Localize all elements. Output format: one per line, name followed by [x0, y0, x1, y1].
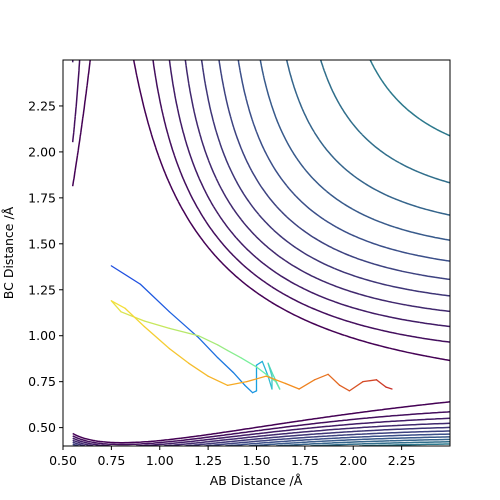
trajectory-segment — [251, 390, 258, 394]
contour-level — [71, 60, 450, 446]
contour-level — [71, 60, 450, 444]
contour-level — [310, 60, 450, 446]
trajectory-segment — [267, 362, 273, 374]
y-tick-label: 0.75 — [28, 374, 56, 389]
trajectory-segment — [244, 384, 254, 394]
y-axis: 0.50 0.75 1.00 1.25 1.50 1.75 2.00 2.25 — [28, 98, 63, 435]
trajectory-segment — [226, 381, 248, 386]
trajectory-segment — [226, 349, 242, 359]
trajectory-segment — [339, 384, 351, 392]
trajectory-segment — [168, 311, 200, 339]
trajectory-segment — [217, 357, 234, 374]
trajectory-segment — [110, 300, 126, 309]
trajectory-segment — [110, 300, 122, 313]
x-tick-label: 1.75 — [291, 453, 319, 468]
x-tick-label: 2.00 — [339, 453, 367, 468]
trajectory-segment — [362, 379, 378, 383]
trajectory-segment — [143, 325, 171, 350]
trajectory-segment — [110, 265, 142, 285]
trajectory-segment — [120, 311, 145, 322]
trajectory-segment — [348, 381, 364, 392]
x-tick-label: 0.75 — [97, 453, 125, 468]
trajectory-segment — [232, 371, 246, 386]
y-axis-label: BC Distance /Å — [1, 206, 16, 299]
contour-level — [72, 60, 450, 446]
trajectory-segment — [255, 360, 263, 366]
trajectory-segment — [246, 375, 267, 383]
contour-level — [71, 60, 450, 446]
trajectory-segment — [197, 335, 219, 346]
trajectory-segment — [168, 327, 200, 337]
x-tick-label: 0.50 — [49, 453, 77, 468]
contour-lines — [71, 60, 450, 446]
trajectory-segment — [275, 381, 281, 390]
x-tick-label: 1.25 — [194, 453, 222, 468]
x-tick-label: 1.00 — [146, 453, 174, 468]
trajectory-segment — [143, 320, 171, 330]
y-tick-label: 2.00 — [28, 144, 56, 159]
trajectory-path — [110, 265, 393, 394]
trajectory-segment — [284, 382, 300, 390]
contour-level — [72, 60, 450, 446]
trajectory-segment — [197, 336, 219, 359]
trajectory-segment — [168, 347, 190, 364]
trajectory-segment — [188, 362, 209, 377]
trajectory-segment — [240, 357, 258, 368]
y-tick-label: 1.50 — [28, 236, 56, 251]
contour-level — [72, 60, 450, 446]
trajectory-segment — [385, 386, 393, 390]
contour-level — [72, 60, 450, 446]
trajectory-segment — [217, 344, 229, 352]
trajectory-segment — [375, 379, 387, 388]
contour-level — [276, 60, 450, 446]
y-tick-label: 0.50 — [28, 420, 56, 435]
contour-level — [359, 60, 450, 446]
trajectory-segment — [313, 373, 329, 381]
x-axis: 0.50 0.75 1.00 1.25 1.50 1.75 2.00 2.25 — [49, 446, 416, 468]
x-tick-label: 2.25 — [388, 453, 416, 468]
y-tick-label: 1.75 — [28, 190, 56, 205]
contour-level — [248, 60, 450, 446]
trajectory-segment — [261, 360, 269, 377]
trajectory-segment — [124, 307, 145, 328]
trajectory-segment — [298, 379, 316, 390]
y-tick-label: 1.00 — [28, 328, 56, 343]
y-tick-label: 2.25 — [28, 98, 56, 113]
y-tick-label: 1.25 — [28, 282, 56, 297]
trajectory-segment — [139, 283, 171, 313]
trajectory-segment — [207, 375, 229, 386]
x-axis-label: AB Distance /Å — [210, 473, 303, 488]
x-tick-label: 1.50 — [243, 453, 271, 468]
trajectory-segment — [265, 375, 287, 385]
trajectory-segment — [327, 373, 341, 386]
